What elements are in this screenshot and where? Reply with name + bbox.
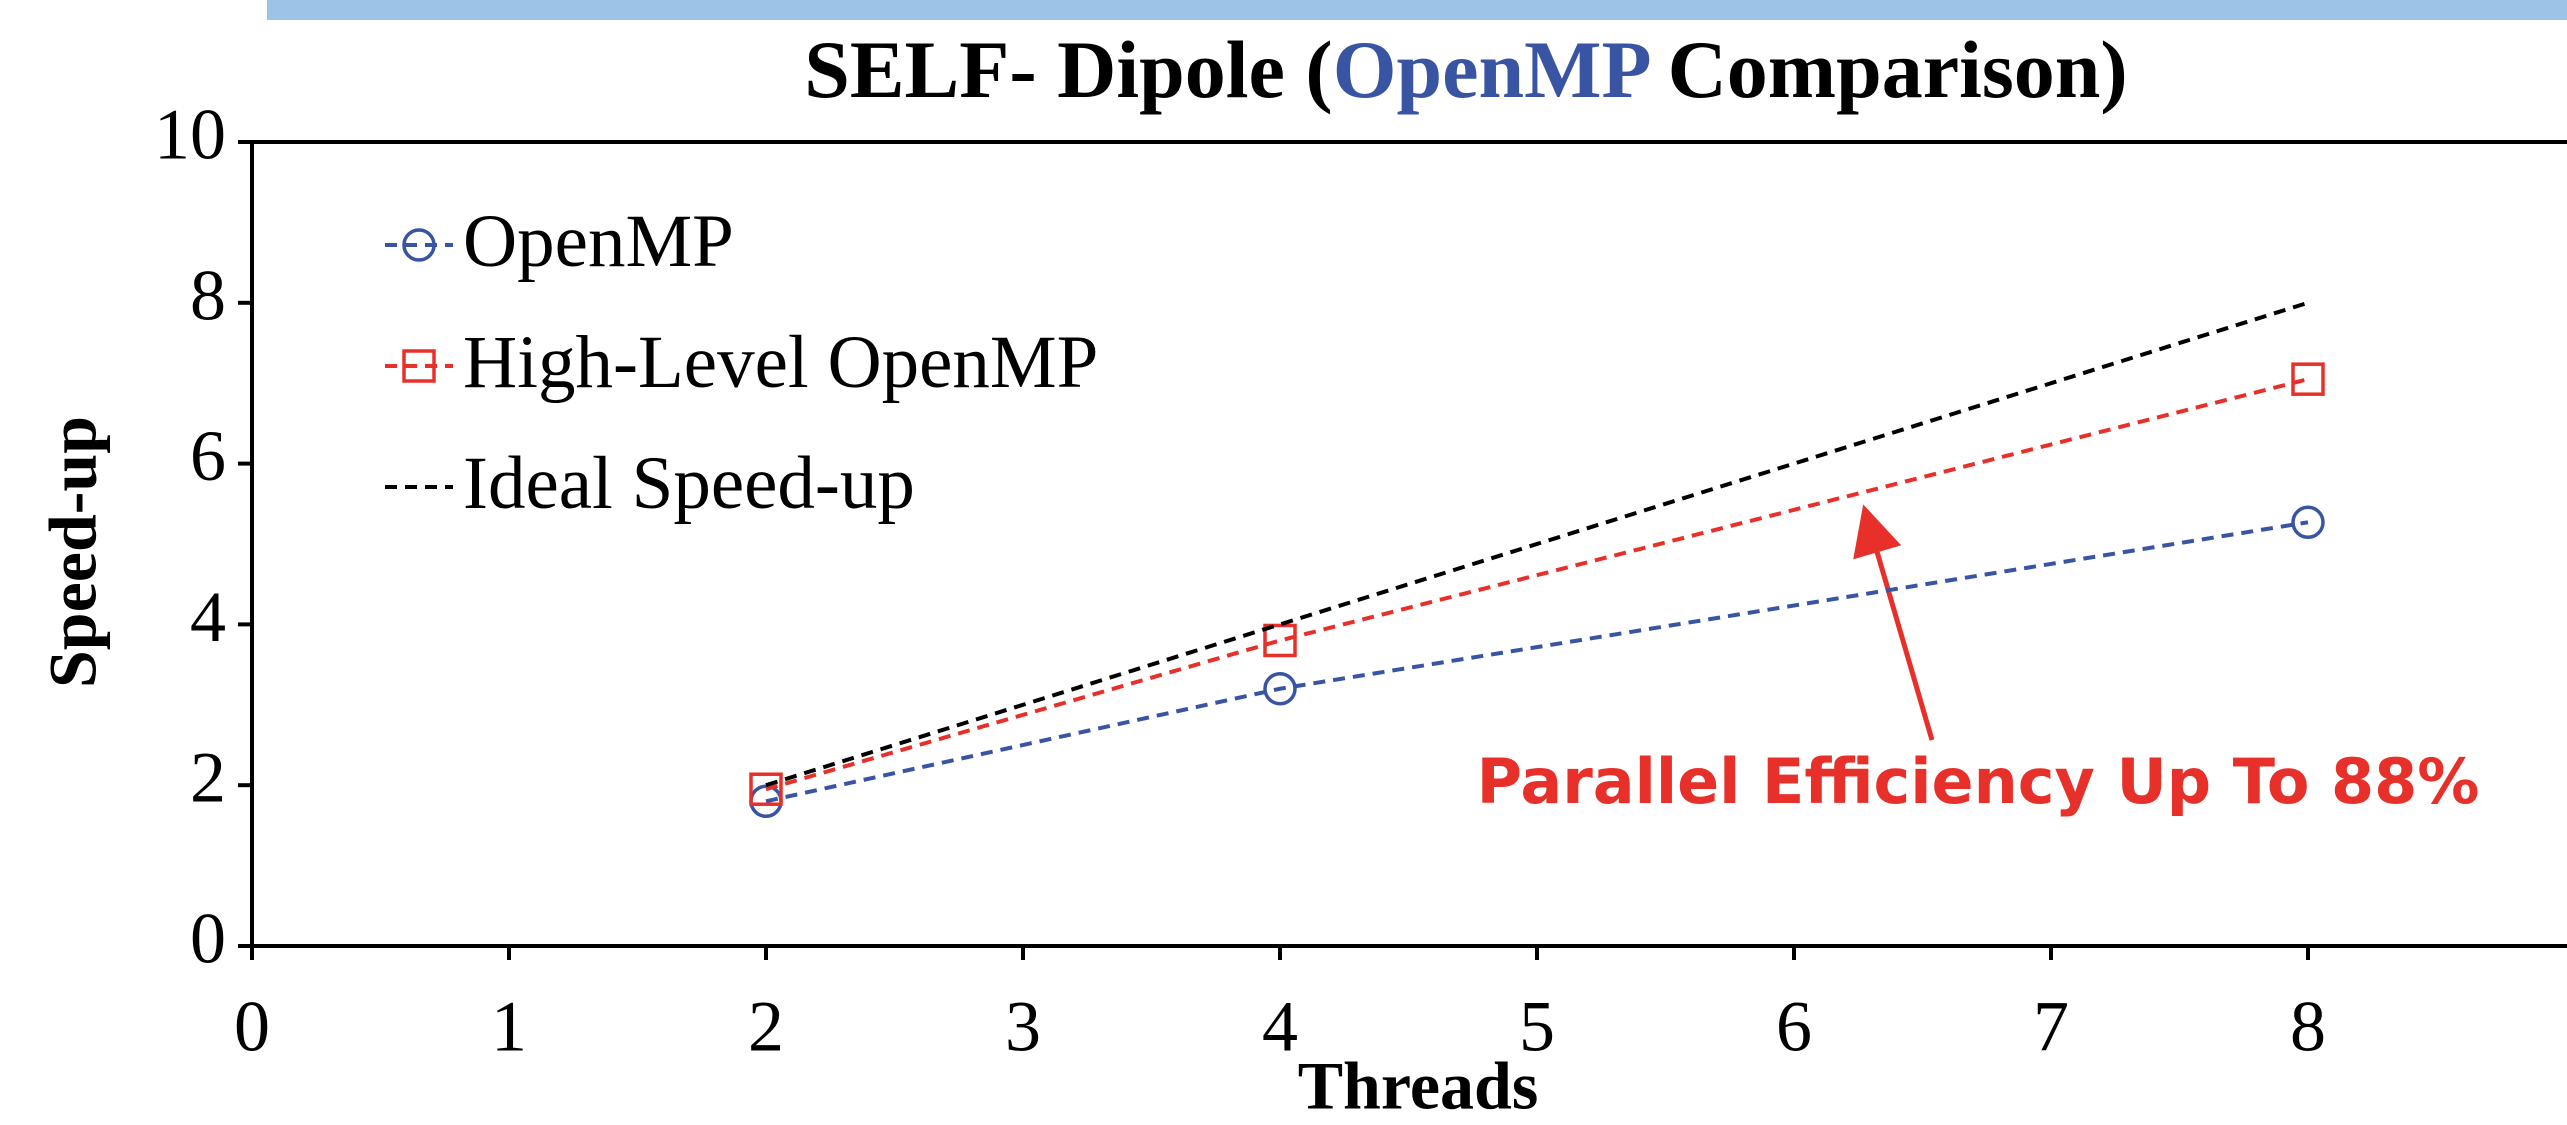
y-tick-label: 8 xyxy=(190,255,226,335)
title-part: OpenMP xyxy=(1333,24,1650,115)
x-tick-label: 2 xyxy=(748,987,784,1067)
x-tick-label: 7 xyxy=(2033,987,2069,1067)
series-line xyxy=(765,520,2309,804)
legend-marker xyxy=(402,349,436,383)
legend-label: Ideal Speed-up xyxy=(463,442,915,525)
x-tick-label: 4 xyxy=(1262,987,1298,1067)
x-tick-label: 5 xyxy=(1519,987,1555,1067)
x-tick-label: 1 xyxy=(491,987,527,1067)
title-part: SELF- Dipole ( xyxy=(804,24,1332,115)
legend-marker xyxy=(402,228,436,262)
x-tick-label: 8 xyxy=(2290,987,2326,1067)
legend-label: High-Level OpenMP xyxy=(463,321,1098,404)
series-line xyxy=(765,377,2309,792)
y-tick-label: 10 xyxy=(154,95,226,175)
header-band xyxy=(267,0,2567,20)
annotation-arrow xyxy=(1853,504,1935,741)
y-tick-label: 2 xyxy=(190,738,226,818)
x-axis-label: Threads xyxy=(1298,1048,1539,1124)
x-tick-label: 3 xyxy=(1005,987,1041,1067)
y-tick-label: 4 xyxy=(190,577,226,657)
y-tick-label: 0 xyxy=(190,899,226,979)
marker xyxy=(2291,505,2325,540)
x-tick-label: 0 xyxy=(234,987,270,1067)
marker xyxy=(1263,671,1297,706)
marker xyxy=(2291,362,2325,396)
legend-label: OpenMP xyxy=(463,200,734,283)
marker xyxy=(1263,623,1297,658)
marker xyxy=(749,772,783,806)
y-tick-label: 6 xyxy=(190,416,226,496)
chart-title: SELF- Dipole (OpenMP Comparison) xyxy=(804,24,2127,115)
y-axis-label: Speed-up xyxy=(35,416,111,688)
x-tick-label: 6 xyxy=(1776,987,1812,1067)
annotation: Parallel Efficiency Up To 88% xyxy=(1477,745,2480,818)
title-part: Comparison) xyxy=(1647,24,2128,115)
